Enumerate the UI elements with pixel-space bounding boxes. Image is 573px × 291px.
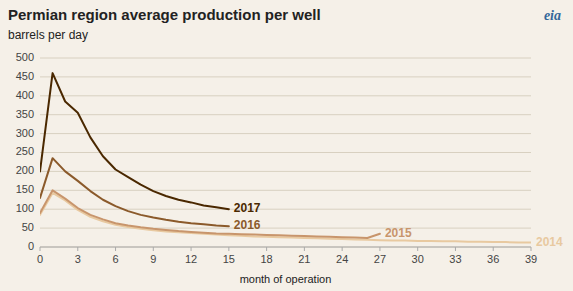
tick-label: 0 [28,240,34,252]
tick-mark [379,247,380,251]
title: Permian region average production per we… [8,6,321,23]
grid-line [40,190,531,191]
tick-label: 39 [525,253,537,265]
tick-mark [455,247,456,251]
tick-mark [266,247,267,251]
tick-label: 36 [487,253,499,265]
tick-label: 9 [150,253,156,265]
series-label: 2015 [385,226,412,240]
grid-line [40,247,531,248]
axis-label: month of operation [240,273,332,285]
x-axis: 036912151821242730333639 [37,247,537,265]
tick-label: 250 [16,145,34,157]
series-line [40,158,229,226]
subtitle: barrels per day [8,28,88,42]
tick-label: 6 [112,253,118,265]
background [0,0,573,291]
tick-mark [191,247,192,251]
series-labels: 2014 2015 2016 2017 [234,201,563,248]
grid-line [40,209,531,210]
tick-mark [40,247,41,251]
tick-mark [417,247,418,251]
tick-label: 0 [37,253,43,265]
tick-label: 350 [16,108,34,120]
annotation: eia [544,8,561,23]
tick-mark [304,247,305,251]
tick-label: 300 [16,127,34,139]
axis-line [40,247,531,248]
tick-label: 21 [298,253,310,265]
grid-line [40,76,531,77]
series-label: 2017 [234,201,261,215]
chart: Permian region average production per we… [0,0,573,291]
tick-label: 400 [16,89,34,101]
series-label: 2016 [234,218,261,232]
tick-label: 500 [16,51,34,63]
tick-mark [228,247,229,251]
tick-label: 100 [16,202,34,214]
tick-mark [115,247,116,251]
lines [40,73,531,242]
tick-mark [77,247,78,251]
grid-line [40,133,531,134]
grid-line [40,58,531,59]
tick-mark [493,247,494,251]
series-line [40,73,229,209]
grid-line [40,152,531,153]
tick-label: 150 [16,183,34,195]
tick-label: 33 [449,253,461,265]
tick-label: 24 [336,253,348,265]
grid-line [40,228,531,229]
tick-label: 12 [185,253,197,265]
tick-label: 30 [412,253,424,265]
series-label: 2014 [536,235,563,249]
grid-line [40,171,531,172]
y-axis: 0 50 100 150 200 250 300 350 400 450 500 [16,51,531,252]
tick-label: 450 [16,70,34,82]
tick-label: 18 [260,253,272,265]
tick-mark [531,247,532,251]
tick-label: 3 [75,253,81,265]
tick-label: 50 [22,221,34,233]
tick-mark [153,247,154,251]
tick-label: 200 [16,164,34,176]
tick-mark [342,247,343,251]
series-line [40,190,380,238]
grid-line [40,95,531,96]
tick-label: 27 [374,253,386,265]
grid-line [40,114,531,115]
tick-label: 15 [223,253,235,265]
